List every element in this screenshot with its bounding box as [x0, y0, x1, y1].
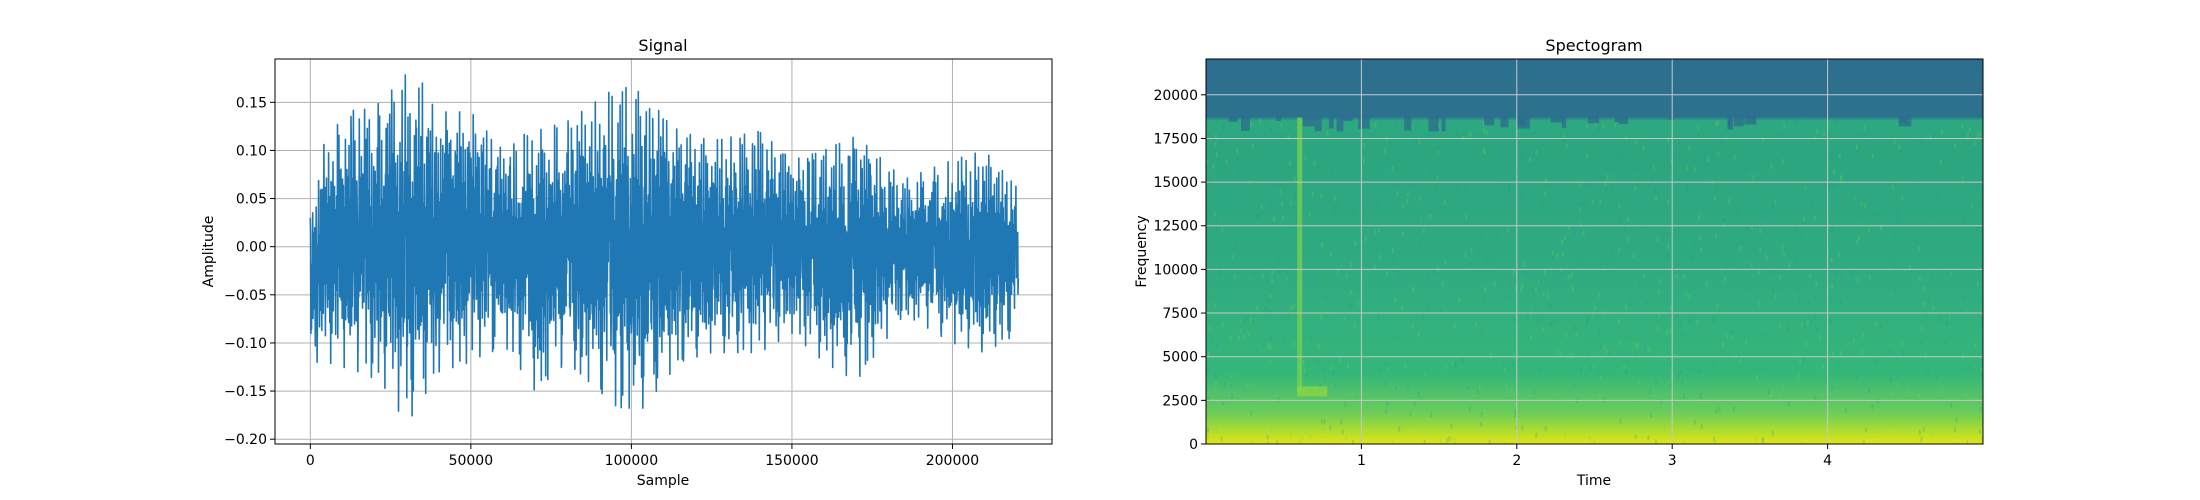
signal-title: Signal: [638, 36, 687, 55]
signal-y-tick-label: −0.05: [224, 288, 267, 304]
signal-y-tick-label: 0.10: [236, 143, 267, 159]
spectrogram-x-label: Time: [1576, 473, 1611, 489]
spectrogram-texture: [1206, 115, 1983, 444]
spectrogram-y-tick-label: 0: [1189, 437, 1198, 453]
spectrogram-y-tick-label: 12500: [1153, 219, 1198, 235]
signal-x-tick-label: 100000: [605, 453, 658, 469]
spectrogram-x-tick-label: 4: [1823, 453, 1832, 469]
signal-y-tick-label: 0.15: [236, 95, 267, 111]
spectrogram-panel: Spectogram 1 2 3 4 0 2500 5000 7500 10000 12500 1…: [1134, 36, 1984, 489]
spectrogram-y-tick-label: 17500: [1153, 131, 1198, 147]
spectrogram-y-tick-label: 7500: [1162, 306, 1198, 322]
signal-y-tick-label: 0.00: [236, 240, 267, 256]
spectrogram-y-tick-label: 2500: [1162, 393, 1198, 409]
spectrogram-x-tick-label: 3: [1668, 453, 1677, 469]
spectrogram-y-label: Frequency: [1134, 215, 1150, 287]
spectrogram-y-tick-label: 5000: [1162, 350, 1198, 366]
spectrogram-y-tick-label: 15000: [1153, 175, 1198, 191]
signal-x-label: Sample: [637, 473, 690, 489]
signal-x-ticks: 0 50000 100000 150000 200000: [306, 444, 979, 469]
spectrogram-x-tick-label: 2: [1512, 453, 1521, 469]
signal-panel: Signal 0 50000 100000 150000 200000 −0.20−0.…: [201, 36, 1053, 489]
spectrogram-x-tick-label: 1: [1357, 453, 1366, 469]
signal-x-tick-label: 150000: [765, 453, 818, 469]
signal-axes-frame: [274, 58, 1053, 445]
signal-y-tick-label: 0.05: [236, 192, 267, 208]
signal-y-tick-label: −0.20: [224, 432, 267, 448]
spectrogram-x-ticks: 1 2 3 4: [1357, 444, 1832, 469]
signal-x-tick-label: 200000: [926, 453, 979, 469]
signal-y-tick-label: −0.10: [224, 336, 267, 352]
spectrogram-features: [1297, 117, 1328, 397]
signal-x-tick-label: 50000: [449, 453, 494, 469]
spectrogram-y-tick-label: 20000: [1153, 88, 1198, 104]
spectrogram-y-ticks: 0 2500 5000 7500 10000 12500 15000 17500 20000: [1153, 88, 1206, 453]
spectrogram-axes-frame: [1205, 58, 1984, 445]
signal-waveform: [309, 74, 1020, 417]
spectrogram-y-tick-label: 10000: [1153, 262, 1198, 278]
signal-y-label: Amplitude: [201, 216, 217, 288]
signal-y-ticks: −0.20 −0.15 −0.10 −0.05 0.00 0.05 0.10 0.15: [224, 95, 275, 448]
signal-y-tick-label: −0.15: [224, 384, 267, 400]
signal-x-tick-label: 0: [306, 453, 315, 469]
spectrogram-title: Spectogram: [1545, 36, 1642, 55]
